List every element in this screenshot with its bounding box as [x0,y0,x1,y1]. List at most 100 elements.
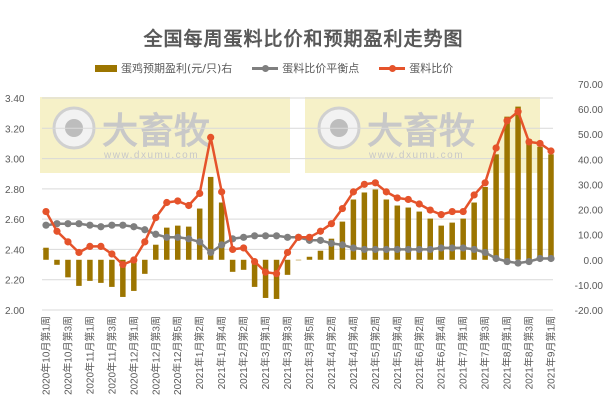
legend-item-breakeven: 蛋料比价平衡点 [252,60,359,76]
right-tick-label: 30.00 [578,180,603,191]
data-point [283,233,292,241]
profit-bar [273,259,280,299]
x-tick-label: 2021年3月第5周 [303,316,316,389]
data-point [426,245,434,254]
data-point [382,245,390,254]
right-tick-label: 40.00 [578,155,603,166]
data-point [536,139,544,148]
profit-bar [548,154,554,260]
data-point [503,117,511,125]
left-tick-label: 2.00 [5,306,25,317]
profit-bar [229,259,236,272]
data-point [185,235,193,243]
data-point [393,245,401,254]
profit-bar [153,244,159,260]
svg-text:大畜牧: 大畜牧 [367,110,476,151]
data-point [316,227,325,235]
data-point [338,204,347,213]
profit-bar [350,199,357,260]
profit-bar [449,222,455,260]
legend: 蛋鸡预期盈利(元/只)右 蛋料比价平衡点 蛋料比价 [95,60,515,76]
legend-red-line-icon [379,64,406,72]
data-point [514,259,522,267]
profit-bar [131,259,137,291]
profit-bar [262,259,269,298]
profit-bar [76,259,82,286]
profit-bar [394,205,401,260]
data-point [152,230,160,238]
profit-bar [306,256,313,260]
data-point [240,233,248,241]
ratio-line [42,108,555,278]
left-tick-label: 3.20 [5,124,25,135]
profit-bar [504,116,510,260]
x-tick-label: 2021年8月第3周 [523,316,536,389]
data-point [141,238,149,246]
x-tick-label: 2021年7月第3周 [479,316,492,389]
profit-bar [427,218,433,260]
data-point [492,254,500,263]
data-point [185,201,193,210]
data-point [371,179,379,187]
right-tick-label: -10.00 [575,281,604,292]
data-point [86,242,94,250]
right-tick-label: 0.00 [584,256,604,267]
profit-bar [98,259,104,283]
legend-label-ratio: 蛋料比价 [409,62,454,75]
data-point [360,245,368,254]
data-point [448,244,456,252]
profit-bar [493,154,499,260]
x-tick-label: 2020年12月第1周 [127,316,140,395]
x-tick-label: 2020年11月第1周 [83,316,96,394]
data-point [86,221,94,229]
profit-bar [174,225,181,260]
x-tick-label: 2021年3月第3周 [281,316,294,389]
data-point [250,257,259,266]
right-tick-label: 70.00 [578,80,603,91]
data-point [42,207,50,216]
svg-text:大畜牧: 大畜牧 [102,110,211,151]
data-point [426,206,434,214]
data-point [152,214,160,222]
data-point [250,232,259,240]
data-point [240,244,248,252]
profit-bar [196,208,203,260]
data-point [437,211,445,219]
data-point [163,233,171,241]
x-tick-label: 2020年10月第1周 [40,316,53,395]
x-tick-label: 2021年5月第4周 [391,316,404,389]
data-point [229,245,237,254]
legend-label-breakeven: 蛋料比价平衡点 [282,62,360,75]
x-tick-label: 2021年6月第4周 [435,316,448,389]
data-point [415,245,423,254]
data-point [119,221,127,229]
data-point [437,244,445,252]
profit-bar [142,259,148,274]
x-tick-label: 2021年7月第1周 [457,316,470,389]
data-point [470,191,478,199]
profit-bar [471,202,477,260]
data-point [97,242,105,250]
x-tick-label: 2020年11月第3周 [105,316,118,394]
data-point [338,241,347,249]
profit-bar [240,259,247,270]
data-point [382,188,390,196]
data-point [547,147,555,155]
x-tick-label: 2021年5月第2周 [369,316,382,389]
data-point [207,133,215,141]
x-tick-label: 2021年4月第2周 [325,316,338,389]
data-point [448,207,456,216]
svg-text:www.dxumu.com: www.dxumu.com [368,150,464,161]
data-point [525,257,533,266]
x-axis: 2020年10月第1周 2020年10月第3周 2020年11月第1周 2020年11… [40,316,558,395]
right-tick-label: 10.00 [578,231,603,242]
x-tick-label: 2021年8月第1周 [501,316,514,389]
data-point [174,197,182,205]
legend-gray-line-icon [252,64,279,72]
profit-bar [43,247,49,260]
legend-item-profit: 蛋鸡预期盈利(元/只)右 [95,60,232,76]
